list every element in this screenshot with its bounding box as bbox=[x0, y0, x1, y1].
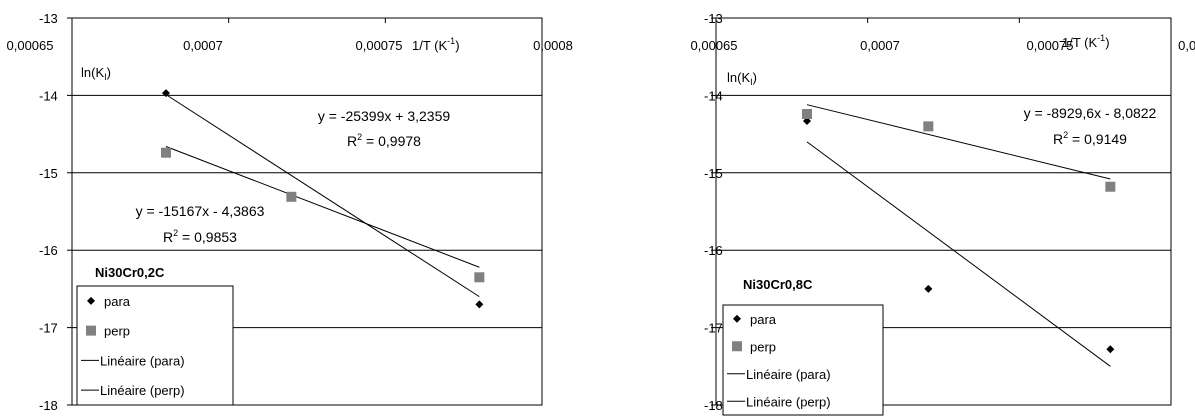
r-squared: R2 = 0,9149 bbox=[1053, 130, 1127, 147]
trendline-para bbox=[806, 141, 1111, 367]
y-tick-label: -14 bbox=[39, 88, 58, 103]
data-point-para bbox=[924, 284, 933, 293]
x-tick-label: 0,00075 bbox=[356, 38, 403, 53]
x-axis-label: 1/T (K-1) bbox=[412, 36, 460, 53]
legend: para perp Linéaire (para) Linéaire (perp) bbox=[76, 285, 234, 406]
data-point-perp bbox=[923, 121, 934, 132]
regression-equation: y = -15167x - 4,3863 bbox=[136, 203, 265, 219]
x-tick-label: 0,00065 bbox=[691, 38, 738, 53]
regression-equation: y = -25399x + 3,2359 bbox=[318, 108, 451, 124]
legend-box bbox=[722, 304, 884, 416]
x-tick-label: 0,0008 bbox=[533, 38, 573, 53]
y-tick-label: -13 bbox=[39, 11, 58, 26]
data-point-perp bbox=[474, 272, 485, 283]
legend-marker-para bbox=[87, 296, 95, 305]
y-axis-label: ln(KI) bbox=[727, 70, 757, 87]
legend-marker-para bbox=[733, 314, 741, 323]
legend-marker-perp bbox=[732, 341, 742, 352]
x-axis-label: 1/T (K-1) bbox=[1062, 33, 1110, 50]
y-tick-label: -15 bbox=[704, 166, 723, 181]
y-tick-label: -16 bbox=[39, 243, 58, 258]
legend-marker-perp bbox=[86, 325, 96, 336]
legend-label: Linéaire (perp) bbox=[746, 394, 831, 409]
y-tick-label: -14 bbox=[704, 88, 723, 103]
r-squared: R2 = 0,9978 bbox=[347, 132, 421, 149]
x-tick-label: 0,00065 bbox=[7, 38, 54, 53]
y-axis-label: ln(KI) bbox=[81, 65, 111, 82]
y-tick-label: -17 bbox=[39, 321, 58, 336]
data-point-para bbox=[1106, 345, 1115, 354]
x-tick-label: 0,00075 bbox=[1027, 38, 1074, 53]
legend-label: perp bbox=[750, 339, 776, 354]
legend-label: Linéaire (para) bbox=[746, 367, 831, 382]
y-tick-label: -18 bbox=[704, 398, 723, 413]
data-point-perp bbox=[161, 147, 171, 158]
chart-title: Ni30Cr0,2C bbox=[95, 265, 165, 280]
chart-title: Ni30Cr0,8C bbox=[743, 277, 813, 292]
x-tick-label: 0,0008 bbox=[1178, 38, 1195, 53]
x-tick-label: 0,0007 bbox=[860, 38, 900, 53]
data-point-para bbox=[162, 89, 170, 98]
legend-label: Linéaire (para) bbox=[100, 353, 185, 368]
trendline-perp bbox=[165, 146, 480, 268]
x-tick-label: 0,0007 bbox=[183, 38, 223, 53]
trendline-para bbox=[165, 94, 480, 298]
chart-2: -13 -14 -15 -16 -17 -18 0,00065 0,0007 0,00075 0,… bbox=[691, 11, 1195, 416]
legend-box bbox=[76, 285, 234, 406]
y-tick-label: -13 bbox=[704, 11, 723, 26]
y-tick-label: -17 bbox=[704, 321, 723, 336]
data-point-perp bbox=[802, 108, 812, 119]
regression-equation: y = -8929,6x - 8,0822 bbox=[1024, 105, 1157, 121]
r-squared: R2 = 0,9853 bbox=[163, 228, 237, 245]
data-point-para bbox=[475, 300, 484, 309]
trendline-perp bbox=[806, 104, 1111, 180]
y-tick-label: -15 bbox=[39, 166, 58, 181]
data-point-perp bbox=[1105, 181, 1116, 192]
legend: para perp Linéaire (para) Linéaire (perp) bbox=[722, 304, 884, 416]
legend-label: para bbox=[750, 312, 777, 327]
y-tick-label: -18 bbox=[39, 398, 58, 413]
legend-label: perp bbox=[104, 324, 130, 339]
chart-1: -13 -14 -15 -16 -17 -18 0,00065 0,0007 0,00075 0,… bbox=[7, 11, 573, 413]
legend-label: para bbox=[104, 294, 131, 309]
legend-label: Linéaire (perp) bbox=[100, 383, 185, 398]
data-point-perp bbox=[286, 191, 297, 202]
y-tick-label: -16 bbox=[704, 243, 723, 258]
